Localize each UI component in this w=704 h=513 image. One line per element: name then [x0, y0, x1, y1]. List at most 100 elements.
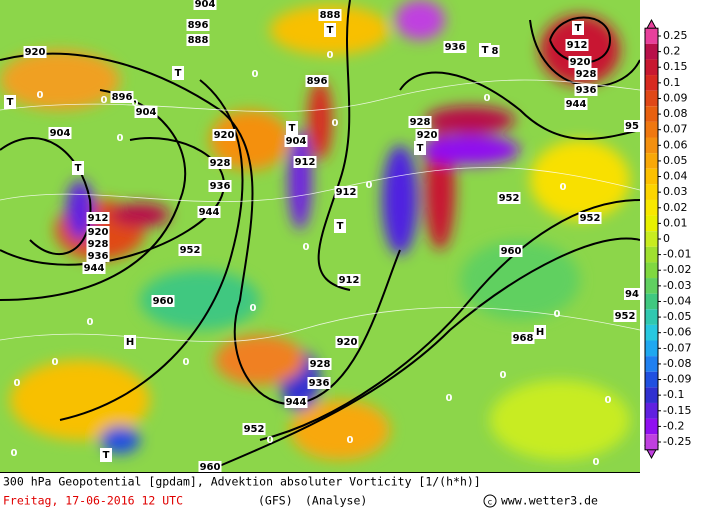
footer-date: Freitag, 17-06-2016 12 UTC	[3, 494, 183, 508]
contour-label-box	[186, 34, 210, 46]
contour-label-box	[624, 288, 640, 300]
legend-swatch	[645, 418, 658, 435]
contour-label: 912	[567, 40, 588, 51]
contour-label: 936	[309, 378, 330, 389]
contour-label-box	[23, 46, 47, 58]
contour-label: 912	[295, 157, 316, 168]
pressure-center-label: T	[482, 45, 489, 56]
contour-label-box	[48, 127, 72, 139]
contour-label-box	[86, 238, 110, 250]
vorticity-zero-label: 0	[554, 309, 561, 320]
vorticity-zero-label: 0	[267, 435, 274, 446]
pressure-center-box	[72, 161, 84, 175]
contour-label: 952	[180, 245, 201, 256]
contour-label: 960	[153, 296, 174, 307]
contour-label: 936	[576, 85, 597, 96]
pressure-center-label: T	[417, 143, 424, 154]
contour-label: 944	[199, 207, 220, 218]
contour-label-box	[490, 45, 500, 57]
contour-label-box	[334, 186, 358, 198]
legend-label: 0.01	[663, 216, 688, 229]
contour-label: 936	[88, 251, 109, 262]
contour-label: 94	[625, 289, 639, 300]
contour-label-box	[284, 396, 308, 408]
contour-label: 936	[210, 181, 231, 192]
vorticity-zero-label: 0	[250, 303, 257, 314]
contour-label: 95	[625, 121, 639, 132]
contour-label-box	[499, 245, 523, 257]
legend-label: 0.07	[663, 123, 688, 136]
footer-model: (GFS)	[258, 494, 293, 508]
legend-label: -0.1	[663, 388, 684, 401]
contour-label-box	[82, 262, 106, 274]
contour-label: 920	[337, 337, 358, 348]
contour-label-box	[178, 244, 202, 256]
legend-frame	[644, 27, 659, 451]
legend-swatch	[645, 137, 658, 154]
vorticity-zero-label: 0	[484, 93, 491, 104]
contour-label-box	[565, 39, 589, 51]
vorticity-zero-label: 0	[37, 90, 44, 101]
legend-swatch	[645, 168, 658, 185]
legend-swatch	[645, 106, 658, 122]
vorticity-zero-label: 0	[132, 98, 139, 109]
legend-swatch	[645, 121, 658, 138]
contour-label: 904	[50, 128, 71, 139]
vorticity-zero-label: 0	[252, 69, 259, 80]
contour-label: 944	[286, 397, 307, 408]
vorticity-zero-label: 0	[14, 378, 21, 389]
pressure-center-box	[334, 219, 346, 233]
legend-swatch	[645, 356, 658, 372]
legend-swatch	[645, 371, 658, 388]
contour-label: 928	[576, 69, 597, 80]
contour-label-box	[305, 75, 329, 87]
contour-label-box	[613, 310, 637, 322]
contour-label-box	[497, 192, 521, 204]
legend-label: 0.05	[663, 154, 688, 167]
contour-label: 944	[84, 263, 105, 274]
vorticity-zero-label: 0	[347, 435, 354, 446]
legend-swatch	[645, 28, 658, 44]
legend-swatch	[645, 215, 658, 232]
contour-label-box	[318, 9, 342, 21]
contour-label: 896	[307, 76, 328, 87]
contour-label: 944	[566, 99, 587, 110]
contour-label: 928	[210, 158, 231, 169]
pressure-center-box	[479, 43, 491, 57]
pressure-center-label: T	[327, 25, 334, 36]
contour-label-box	[408, 116, 432, 128]
pressure-center-box	[124, 335, 136, 349]
legend-label: 0.1	[663, 76, 681, 89]
contour-label-box	[307, 377, 331, 389]
contour-label-box	[284, 135, 308, 147]
contour-label: 920	[417, 130, 438, 141]
contour-label: 920	[570, 57, 591, 68]
legend-label: -0.2	[663, 419, 684, 432]
legend-label: -0.01	[663, 248, 691, 261]
legend-swatch	[645, 199, 658, 216]
contour-label: 936	[445, 42, 466, 53]
pressure-center-box	[4, 95, 16, 109]
legend-label: -0.06	[663, 326, 691, 339]
contour-label-box	[335, 336, 359, 348]
pressure-center-label: T	[175, 68, 182, 79]
contour-label-box	[415, 129, 439, 141]
vorticity-zero-label: 0	[446, 393, 453, 404]
legend-swatch	[645, 246, 658, 263]
vorticity-zero-label: 0	[593, 457, 600, 468]
pressure-center-box	[286, 121, 298, 135]
footer-run: (Analyse)	[305, 494, 367, 508]
pressure-center-label: T	[75, 163, 82, 174]
copyright-c: c	[488, 498, 492, 507]
contour-label-box	[151, 295, 175, 307]
pressure-center-box	[534, 325, 546, 339]
legend-label: 0.09	[663, 91, 688, 104]
contour-label: 904	[286, 136, 307, 147]
vorticity-zero-label: 0	[500, 370, 507, 381]
contour-label-box	[574, 68, 598, 80]
contour-label: 928	[310, 359, 331, 370]
contour-label-box	[110, 91, 134, 103]
vorticity-zero-label: 0	[560, 182, 567, 193]
legend-swatch	[645, 59, 658, 76]
